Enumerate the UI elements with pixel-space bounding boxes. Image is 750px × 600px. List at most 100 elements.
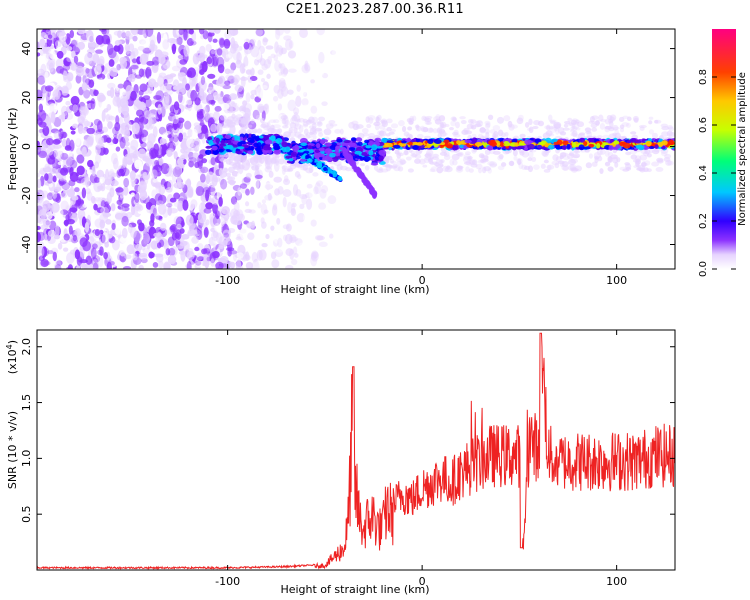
heatmap-cell bbox=[274, 60, 281, 72]
heatmap-cell bbox=[567, 117, 573, 122]
heatmap-cell bbox=[65, 112, 74, 120]
heatmap-cell bbox=[423, 156, 430, 164]
colorbar-tick-label: 0.4 bbox=[698, 165, 709, 181]
heatmap-cell bbox=[96, 120, 103, 133]
heatmap-cell bbox=[178, 87, 187, 95]
heatmap-cell bbox=[94, 153, 102, 164]
colorbar-tick-label: 0.0 bbox=[698, 261, 709, 277]
heatmap-cell bbox=[156, 247, 165, 255]
heatmap-cell bbox=[599, 168, 604, 174]
heatmap-cell bbox=[471, 133, 477, 137]
heatmap-cell bbox=[527, 143, 535, 150]
heatmap-cell bbox=[121, 101, 129, 111]
heatmap-cell bbox=[151, 169, 158, 179]
heatmap-cell bbox=[190, 139, 200, 149]
heatmap-cell bbox=[75, 65, 85, 77]
heatmap-cell bbox=[323, 167, 328, 172]
heatmap-cell bbox=[414, 124, 419, 129]
heatmap-cell bbox=[187, 100, 193, 112]
heatmap-cell bbox=[235, 114, 243, 121]
heatmap-cell bbox=[382, 164, 390, 168]
heatmap-cell bbox=[379, 130, 385, 137]
spectrogram-xtick-label: -100 bbox=[215, 274, 240, 287]
heatmap-cell bbox=[60, 85, 69, 96]
heatmap-cell bbox=[474, 142, 483, 147]
snr-xtick-label: 100 bbox=[606, 575, 627, 588]
heatmap-cell bbox=[72, 234, 78, 242]
heatmap-cell bbox=[205, 202, 214, 210]
heatmap-cell bbox=[86, 127, 96, 135]
heatmap-cell bbox=[527, 157, 533, 162]
heatmap-cell bbox=[177, 54, 184, 60]
heatmap-cell bbox=[663, 157, 671, 162]
heatmap-cell bbox=[242, 100, 248, 106]
heatmap-cell bbox=[335, 145, 341, 150]
heatmap-cell bbox=[209, 182, 215, 187]
heatmap-cell bbox=[233, 77, 238, 86]
heatmap-cell bbox=[147, 83, 154, 94]
heatmap-cell bbox=[245, 162, 251, 166]
heatmap-cell bbox=[150, 240, 158, 250]
heatmap-cell bbox=[48, 103, 58, 115]
heatmap-cell bbox=[292, 246, 298, 255]
heatmap-cell bbox=[545, 130, 553, 137]
heatmap-cell bbox=[205, 189, 210, 202]
heatmap-cell bbox=[178, 72, 186, 78]
heatmap-cell bbox=[296, 163, 303, 169]
heatmap-cell bbox=[257, 103, 265, 114]
heatmap-cell bbox=[303, 91, 308, 97]
heatmap-cell bbox=[81, 187, 87, 199]
colorbar-label: Normalized spectral amplitude bbox=[737, 72, 748, 226]
heatmap-cell bbox=[361, 152, 368, 156]
heatmap-cell bbox=[255, 180, 261, 189]
heatmap-cell bbox=[172, 166, 182, 178]
heatmap-cell bbox=[62, 247, 69, 252]
heatmap-cell bbox=[594, 155, 599, 160]
heatmap-cell bbox=[210, 258, 215, 267]
heatmap-cell bbox=[288, 158, 294, 162]
heatmap-cell bbox=[37, 172, 41, 178]
heatmap-cell bbox=[299, 194, 308, 200]
heatmap-cell bbox=[223, 56, 230, 62]
heatmap-cell bbox=[414, 158, 421, 164]
heatmap-cell bbox=[51, 247, 59, 255]
heatmap-cell bbox=[280, 115, 288, 120]
heatmap-cell bbox=[411, 153, 418, 157]
heatmap-cell bbox=[268, 170, 274, 178]
heatmap-cell bbox=[239, 76, 248, 81]
heatmap-cell bbox=[317, 129, 323, 134]
heatmap-cell bbox=[70, 130, 76, 135]
heatmap-cell bbox=[421, 115, 427, 121]
heatmap-cell bbox=[288, 68, 297, 73]
heatmap-cell bbox=[660, 123, 669, 128]
heatmap-cell bbox=[261, 199, 267, 204]
heatmap-cell bbox=[466, 123, 474, 130]
heatmap-cell bbox=[234, 135, 241, 140]
heatmap-cell bbox=[81, 146, 87, 158]
heatmap-cell bbox=[282, 196, 287, 208]
heatmap-cell bbox=[604, 150, 610, 157]
heatmap-cell bbox=[155, 254, 164, 263]
heatmap-cell bbox=[277, 237, 283, 248]
heatmap-cell bbox=[223, 38, 231, 49]
heatmap-cell bbox=[646, 168, 652, 173]
heatmap-cell bbox=[173, 101, 180, 111]
heatmap-cell bbox=[225, 74, 234, 80]
heatmap-cell bbox=[167, 134, 172, 139]
heatmap-cell bbox=[171, 114, 180, 125]
heatmap-cell bbox=[37, 52, 41, 57]
heatmap-cell bbox=[321, 101, 328, 107]
heatmap-cell bbox=[66, 252, 75, 265]
heatmap-cell bbox=[427, 138, 434, 144]
heatmap-cell bbox=[47, 112, 56, 123]
heatmap-cell bbox=[39, 167, 46, 175]
heatmap-cell bbox=[320, 139, 329, 143]
heatmap-cell bbox=[176, 36, 183, 46]
heatmap-cell bbox=[52, 175, 57, 183]
heatmap-cell bbox=[258, 155, 265, 159]
heatmap-cell bbox=[267, 192, 272, 201]
heatmap-cell bbox=[113, 133, 118, 139]
heatmap-cell bbox=[209, 49, 216, 57]
heatmap-cell bbox=[89, 214, 98, 222]
